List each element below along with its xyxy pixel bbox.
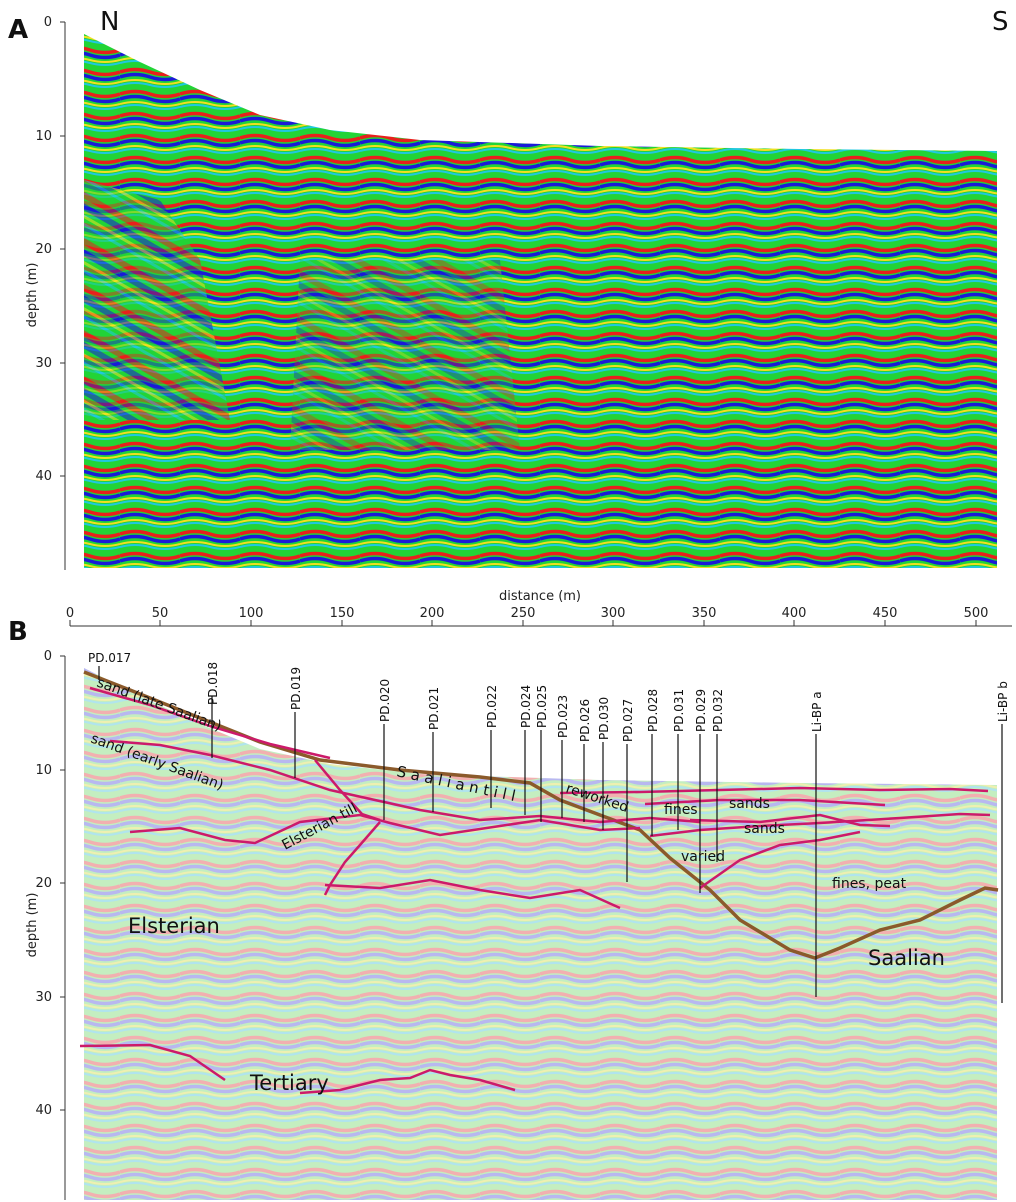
panel-b-y-axis-label: depth (m) — [25, 893, 40, 958]
unit-label-saalian: Saalian — [868, 946, 945, 970]
distance-tick-label: 100 — [239, 606, 264, 621]
interface-late-saalian — [89, 686, 331, 760]
borehole-label: PD.030 — [597, 697, 611, 740]
borehole-label: PD.024 — [519, 685, 533, 728]
distance-tick-label: 50 — [152, 606, 169, 621]
interface-elsterian-till-top — [129, 813, 641, 845]
panel-b-y-tick-label: 0 — [44, 649, 52, 664]
unit-label-sands-2: sands — [744, 821, 785, 837]
saalian-basin-boundary — [83, 670, 999, 960]
radargram-a-mid-reflectors — [290, 260, 520, 450]
panel-a-y-tick-label: 20 — [35, 242, 52, 257]
panel-b: B 0 10 20 30 40 depth (m) — [8, 617, 1010, 1200]
panel-a-y-tick-label: 0 — [44, 15, 52, 30]
distance-tick-label: 400 — [782, 606, 807, 621]
radargram-a — [84, 34, 997, 568]
panel-a-y-tick-label: 30 — [35, 356, 52, 371]
borehole-label: PD.020 — [378, 679, 392, 722]
unit-label-fines: fines — [664, 802, 698, 818]
borehole-label: PD.026 — [578, 699, 592, 742]
interface-fines — [644, 798, 886, 807]
distance-tick-label: 500 — [964, 606, 989, 621]
borehole-label: PD.021 — [427, 687, 441, 730]
panel-b-y-tick-label: 20 — [35, 876, 52, 891]
interface-fines-peat-top — [699, 830, 861, 890]
borehole-label: PD.031 — [672, 689, 686, 732]
distance-tick-label: 450 — [873, 606, 898, 621]
distance-tick-label: 300 — [601, 606, 626, 621]
borehole-label: PD.018 — [206, 662, 220, 705]
panel-b-y-tick-label: 10 — [35, 763, 52, 778]
distance-tick-label: 200 — [420, 606, 445, 621]
distance-tick-label: 250 — [511, 606, 536, 621]
south-label: S — [992, 7, 1009, 37]
borehole-label: PD.028 — [646, 689, 660, 732]
interface-early-saalian — [109, 739, 701, 824]
borehole-label: Li-BP a — [810, 691, 824, 732]
borehole-label: PD.027 — [621, 699, 635, 742]
panel-a-y-axis-label: depth (m) — [25, 263, 40, 328]
interface-sands-2 — [689, 813, 891, 828]
panel-a-letter: A — [8, 15, 28, 45]
distance-tick-label: 0 — [66, 606, 74, 621]
panel-a-y-tick-label: 10 — [35, 129, 52, 144]
unit-label-sands-1: sands — [729, 796, 770, 812]
borehole-label: PD.023 — [556, 695, 570, 738]
interface-elsterian-base — [324, 878, 621, 910]
panel-b-y-tick-label: 30 — [35, 990, 52, 1005]
borehole-label: PD.022 — [485, 685, 499, 728]
distance-axis: distance (m) 0 50 100 150 200 250 300 35… — [66, 589, 1012, 627]
borehole-labels: PD.017 PD.018 PD.019 PD.020 PD.021 PD.02… — [88, 651, 1010, 742]
interface-sands-1 — [559, 786, 989, 795]
north-label: N — [100, 7, 119, 37]
panel-a-y-tick-label: 40 — [35, 469, 52, 484]
distance-axis-label: distance (m) — [499, 589, 581, 604]
interface-tertiary-2 — [299, 1068, 516, 1095]
borehole-label: PD.017 — [88, 651, 131, 665]
borehole-label: PD.019 — [289, 667, 303, 710]
radargram-a-dipping-reflectors — [84, 180, 230, 420]
panel-b-y-ticks: 0 10 20 30 40 — [35, 649, 65, 1118]
borehole-label: PD.029 — [694, 689, 708, 732]
unit-label-fines-peat: fines, peat — [832, 876, 907, 892]
panel-b-y-tick-label: 40 — [35, 1103, 52, 1118]
interfaces — [79, 686, 991, 1095]
interface-tertiary-1 — [79, 1043, 226, 1082]
distance-tick-label: 150 — [330, 606, 355, 621]
borehole-label: Li-BP b — [996, 681, 1010, 722]
unit-label-elsterian: Elsterian — [128, 914, 220, 938]
unit-label-tertiary: Tertiary — [249, 1071, 329, 1095]
unit-label-varied: varied — [681, 849, 725, 865]
panel-a: A N S 0 10 20 30 40 depth (m) — [8, 7, 1009, 570]
borehole-label: PD.032 — [711, 689, 725, 732]
borehole-label: PD.025 — [535, 685, 549, 728]
interface-branch-2 — [323, 821, 381, 896]
panel-b-letter: B — [8, 617, 28, 647]
panel-a-y-ticks: 0 10 20 30 40 — [35, 15, 65, 484]
borehole-lines — [98, 666, 1003, 1003]
distance-tick-label: 350 — [692, 606, 717, 621]
